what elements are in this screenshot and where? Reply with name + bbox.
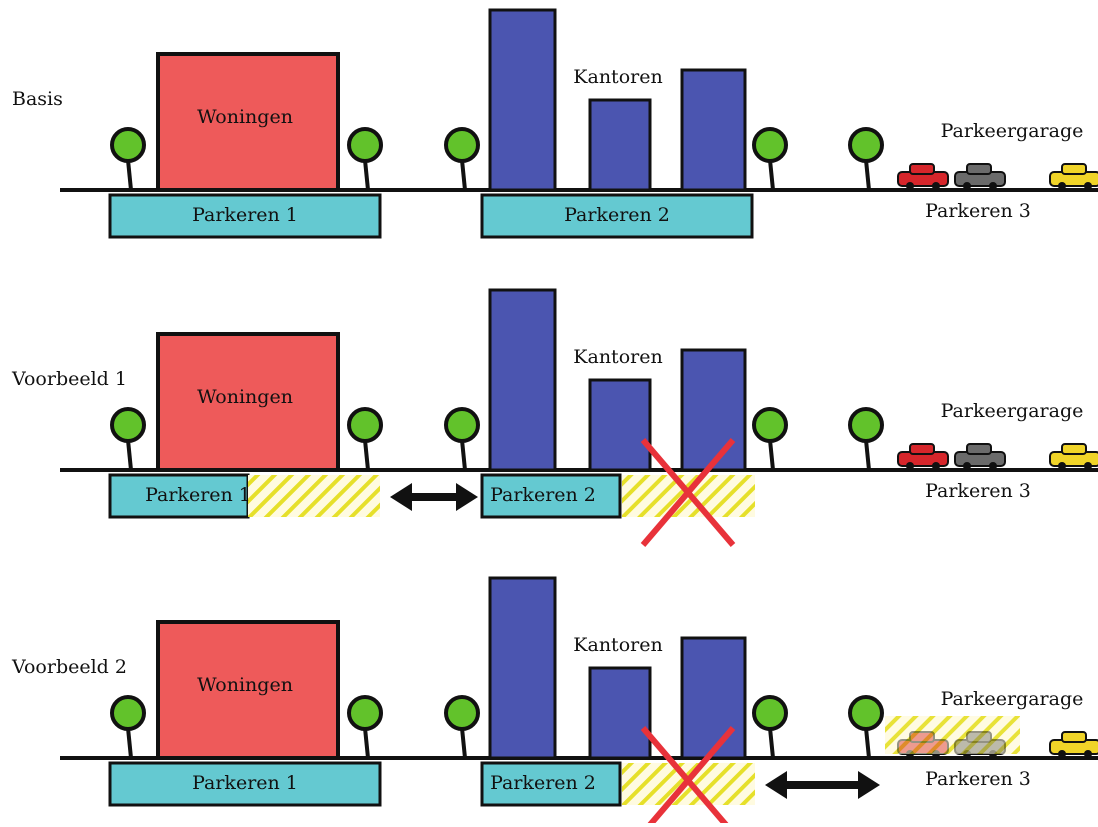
tree-trunk	[126, 159, 133, 191]
office	[680, 636, 747, 760]
wheel	[1084, 462, 1092, 470]
arrow-head	[858, 771, 880, 799]
tree	[110, 127, 146, 163]
tree-trunk	[864, 439, 871, 471]
tree	[444, 407, 480, 443]
car-top	[1061, 731, 1087, 743]
parking-1	[108, 473, 250, 519]
tree-trunk	[460, 159, 467, 191]
tree	[752, 127, 788, 163]
parking-1	[108, 761, 382, 807]
car-top	[966, 443, 992, 455]
cross	[644, 726, 736, 827]
garage-label: Parkeergarage	[941, 688, 1084, 710]
tree-trunk	[363, 159, 370, 191]
wheel	[906, 182, 914, 190]
parking-1	[108, 193, 382, 239]
tree-trunk	[363, 439, 370, 471]
tree-trunk	[460, 727, 467, 759]
wheel	[963, 182, 971, 190]
wheel	[932, 182, 940, 190]
panel-label: Voorbeeld 1	[11, 368, 127, 390]
tree-trunk	[768, 727, 775, 759]
wheel	[1084, 750, 1092, 758]
parking-2	[480, 193, 754, 239]
houses-label: Woningen	[197, 106, 293, 128]
wheel	[989, 182, 997, 190]
tree-trunk	[363, 727, 370, 759]
tree-trunk	[768, 439, 775, 471]
parking-1-label: Parkeren 1	[192, 204, 298, 226]
parking-2-label: Parkeren 2	[490, 772, 596, 794]
cross	[640, 438, 736, 547]
parking-1-label: Parkeren 1	[192, 772, 298, 794]
hatch-area	[248, 475, 380, 517]
tree	[848, 407, 884, 443]
office	[588, 666, 652, 760]
tree	[444, 695, 480, 731]
parking-2	[480, 473, 622, 519]
wheel	[932, 462, 940, 470]
tree	[848, 127, 884, 163]
parking-3-label: Parkeren 3	[925, 768, 1031, 790]
houses	[156, 332, 340, 472]
parking-2-label: Parkeren 2	[564, 204, 670, 226]
offices-label: Kantoren	[573, 634, 662, 656]
houses	[156, 620, 340, 760]
tree	[444, 127, 480, 163]
parking-2-label: Parkeren 2	[490, 484, 596, 506]
wheel	[1084, 182, 1092, 190]
parking-2	[480, 761, 622, 807]
wheel	[906, 462, 914, 470]
garage-label: Parkeergarage	[941, 120, 1084, 142]
parking-3-label: Parkeren 3	[925, 480, 1031, 502]
parking-3-label: Parkeren 3	[925, 200, 1031, 222]
tree	[110, 695, 146, 731]
panel-label: Voorbeeld 2	[11, 656, 127, 678]
wheel	[963, 462, 971, 470]
garage-label: Parkeergarage	[941, 400, 1084, 422]
tree	[347, 127, 383, 163]
office	[488, 8, 557, 192]
tree	[752, 695, 788, 731]
hatch-overlay	[885, 716, 1020, 754]
tree-trunk	[864, 727, 871, 759]
car-top	[966, 163, 992, 175]
arrow-head	[456, 483, 478, 511]
wheel	[989, 462, 997, 470]
tree	[752, 407, 788, 443]
offices-label: Kantoren	[573, 66, 662, 88]
car-top	[909, 163, 935, 175]
wheel	[1058, 750, 1066, 758]
tree	[347, 407, 383, 443]
office	[488, 576, 557, 760]
panel-label: Basis	[12, 88, 63, 110]
office	[680, 348, 747, 472]
arrow-head	[765, 771, 787, 799]
tree-trunk	[864, 159, 871, 191]
car-top	[909, 443, 935, 455]
tree-trunk	[768, 159, 775, 191]
houses	[156, 52, 340, 192]
tree-trunk	[126, 727, 133, 759]
arrow-head	[390, 483, 412, 511]
offices-label: Kantoren	[573, 346, 662, 368]
wheel	[1058, 182, 1066, 190]
office	[488, 288, 557, 472]
car-top	[1061, 443, 1087, 455]
tree	[110, 407, 146, 443]
car-top	[1061, 163, 1087, 175]
houses-label: Woningen	[197, 386, 293, 408]
tree-trunk	[126, 439, 133, 471]
office	[680, 68, 747, 192]
office	[588, 378, 652, 472]
houses-label: Woningen	[197, 674, 293, 696]
office	[588, 98, 652, 192]
tree-trunk	[460, 439, 467, 471]
tree	[848, 695, 884, 731]
wheel	[1058, 462, 1066, 470]
parking-1-label: Parkeren 1	[145, 484, 251, 506]
tree	[347, 695, 383, 731]
